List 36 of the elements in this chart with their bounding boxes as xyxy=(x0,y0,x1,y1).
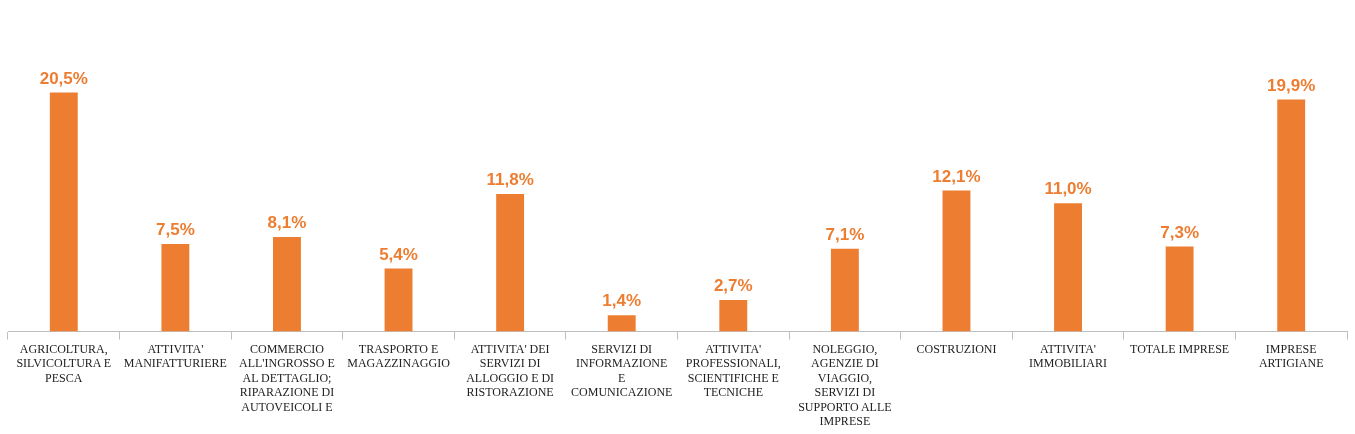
x-tick-label: ATTIVITA' MANIFATTURIERE xyxy=(123,341,227,371)
x-tick-label: NOLEGGIO, AGENZIE DI VIAGGIO, SERVIZI DI SUPPORTO ALLE IMPRESE xyxy=(798,341,892,428)
x-tick-label: IMPRESE ARTIGIANE xyxy=(1258,341,1324,371)
bar xyxy=(1277,99,1306,332)
data-label: 2,7% xyxy=(713,276,753,296)
bar xyxy=(719,300,748,332)
data-label: 12,1% xyxy=(932,166,981,186)
x-tick-label: COMMERCIO ALL'INGROSSO E AL DETTAGLIO; RIPARAZIONE DI AUTOVEICOLI E xyxy=(239,341,335,414)
data-label: 8,1% xyxy=(267,213,307,233)
x-tick-label: ATTIVITA' DEI SERVIZI DI ALLOGGIO E DI RISTORAZIONE xyxy=(466,341,555,400)
x-tick-label: AGRICOLTURA, SILVICOLTURA E PESCA xyxy=(16,341,112,385)
data-label: 1,4% xyxy=(602,291,642,311)
bar xyxy=(607,315,636,332)
bar xyxy=(384,268,413,332)
data-label: 7,3% xyxy=(1160,222,1199,242)
bar xyxy=(273,237,301,332)
x-tick-label: TOTALE IMPRESE xyxy=(1130,341,1230,356)
data-label: 20,5% xyxy=(39,68,88,88)
bar xyxy=(942,190,971,332)
bar xyxy=(496,193,525,332)
data-label: 7,5% xyxy=(156,220,195,240)
data-label: 11,8% xyxy=(486,170,534,190)
data-label: 19,9% xyxy=(1267,75,1316,95)
data-label: 5,4% xyxy=(379,244,418,264)
x-tick-label: COSTRUZIONI xyxy=(916,341,997,356)
data-label: 11,0% xyxy=(1044,179,1092,199)
bar xyxy=(161,244,190,332)
x-tick-label: TRASPORTO E MAGAZZINAGGIO xyxy=(347,341,451,371)
bar xyxy=(830,248,859,332)
bar xyxy=(49,92,78,332)
x-tick-label: ATTIVITA' IMMOBILIARI xyxy=(1029,341,1108,371)
bar xyxy=(1165,246,1194,332)
data-label: 7,1% xyxy=(825,224,865,244)
bar xyxy=(1054,203,1082,332)
x-tick-label: SERVIZI DI INFORMAZIONE E COMUNICAZIONE xyxy=(571,341,673,400)
x-tick-label: ATTIVITA' PROFESSIONALI, SCIENTIFICHE E TECNICHE xyxy=(685,341,781,400)
